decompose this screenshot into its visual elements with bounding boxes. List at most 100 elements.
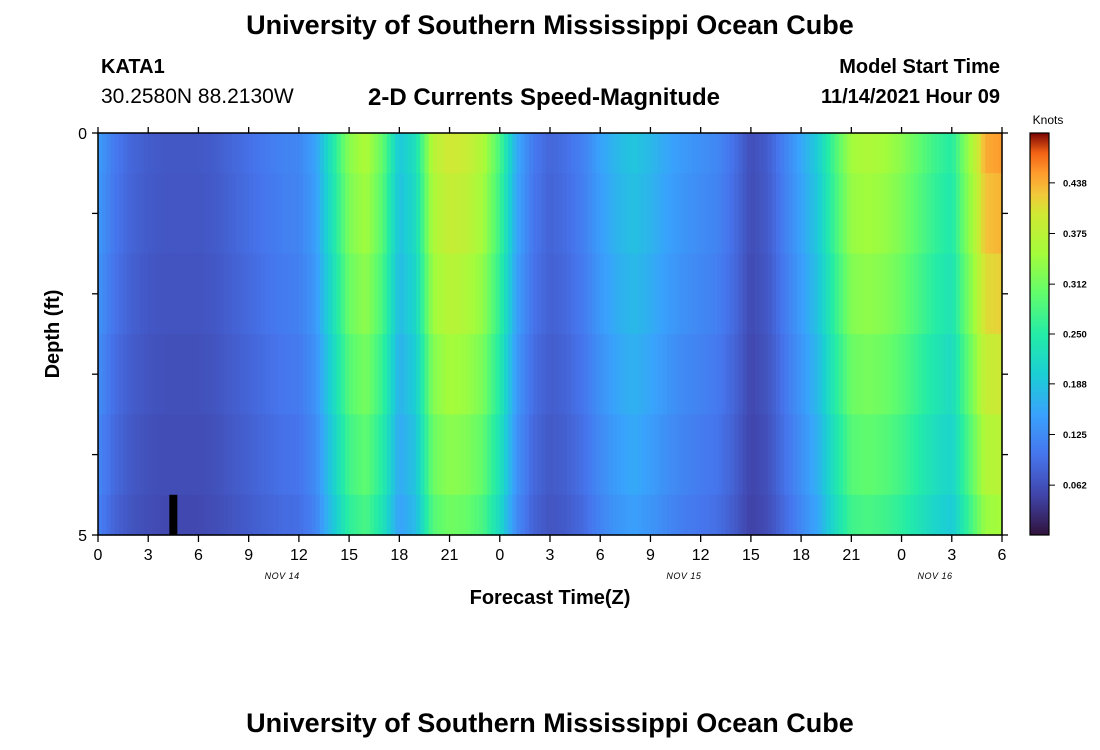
- heatmap-cell: [842, 334, 848, 415]
- heatmap-cell: [236, 334, 241, 415]
- heatmap-cell: [428, 494, 434, 536]
- heatmap-cell: [763, 133, 769, 174]
- heatmap-cell: [922, 414, 928, 496]
- heatmap-cell: [395, 334, 400, 415]
- heatmap-cell: [390, 173, 396, 255]
- heatmap-cell: [319, 173, 325, 255]
- heatmap-cell: [746, 414, 752, 496]
- heatmap-cell: [759, 253, 765, 335]
- heatmap-cell: [805, 414, 811, 496]
- heatmap-cell: [788, 494, 794, 536]
- heatmap-cell: [252, 414, 258, 496]
- heatmap-cell: [152, 173, 158, 255]
- heatmap-cell: [152, 133, 158, 174]
- heatmap-cell: [173, 414, 179, 496]
- heatmap-cell: [704, 494, 710, 536]
- heatmap-cell: [683, 334, 689, 415]
- heatmap-cell: [462, 334, 467, 415]
- heatmap-cell: [922, 334, 928, 415]
- heatmap-cell: [976, 494, 982, 536]
- heatmap-cell: [516, 173, 522, 255]
- heatmap-cell: [696, 253, 702, 335]
- heatmap-cell: [537, 414, 543, 496]
- heatmap-cell: [717, 173, 723, 255]
- heatmap-cell: [750, 173, 756, 255]
- heatmap-cell: [374, 334, 380, 415]
- heatmap-cell: [252, 173, 258, 255]
- heatmap-cell: [319, 494, 325, 536]
- heatmap-cell: [997, 414, 1003, 496]
- heatmap-cell: [529, 173, 534, 255]
- heatmap-cell: [621, 133, 626, 174]
- heatmap-cell: [851, 414, 857, 496]
- heatmap-cell: [457, 133, 463, 174]
- heatmap-cell: [407, 414, 413, 496]
- heatmap-cell: [851, 133, 857, 174]
- heatmap-cell: [750, 414, 756, 496]
- heatmap-cell: [587, 414, 593, 496]
- heatmap-cell: [868, 253, 873, 335]
- heatmap-cell: [951, 334, 957, 415]
- heatmap-cell: [918, 133, 924, 174]
- heatmap-cell: [700, 133, 706, 174]
- heatmap-cell: [575, 334, 580, 415]
- heatmap-cell: [328, 494, 333, 536]
- heatmap-cell: [713, 494, 719, 536]
- heatmap-cell: [202, 173, 208, 255]
- heatmap-cell: [893, 173, 898, 255]
- heatmap-cell: [152, 494, 158, 536]
- heatmap-cell: [658, 173, 664, 255]
- heatmap-cell: [491, 133, 497, 174]
- heatmap-cell: [483, 334, 488, 415]
- heatmap-cell: [315, 253, 321, 335]
- heatmap-cell: [817, 173, 823, 255]
- heatmap-cell: [863, 133, 869, 174]
- heatmap-cell: [123, 414, 128, 496]
- heatmap-cell: [575, 253, 580, 335]
- heatmap-cell: [738, 494, 744, 536]
- heatmap-cell: [437, 414, 442, 496]
- heatmap-cell: [943, 133, 949, 174]
- heatmap-cell: [579, 253, 585, 335]
- heatmap-cell: [144, 173, 149, 255]
- heatmap-cell: [282, 133, 287, 174]
- heatmap-cell: [964, 494, 970, 536]
- heatmap-cell: [566, 133, 572, 174]
- heatmap-cell: [943, 253, 949, 335]
- heatmap-cell: [211, 253, 216, 335]
- x-tick-label: 9: [244, 547, 253, 564]
- heatmap-cell: [742, 494, 748, 536]
- heatmap-cell: [709, 173, 714, 255]
- heatmap-cell: [407, 253, 413, 335]
- heatmap-cell: [612, 173, 618, 255]
- x-axis-label: Forecast Time(Z): [470, 587, 631, 609]
- heatmap-cell: [386, 253, 392, 335]
- heatmap-cell: [575, 173, 580, 255]
- heatmap-cell: [616, 494, 622, 536]
- x-tick-label: 0: [94, 547, 103, 564]
- heatmap-cell: [487, 253, 493, 335]
- heatmap-cell: [696, 494, 702, 536]
- heatmap-cell: [499, 414, 505, 496]
- heatmap-cell: [332, 133, 338, 174]
- heatmap-cell: [290, 494, 296, 536]
- heatmap-cell: [755, 334, 760, 415]
- heatmap-cell: [478, 334, 484, 415]
- heatmap-cell: [960, 334, 965, 415]
- heatmap-cell: [822, 253, 827, 335]
- heatmap-cell: [771, 334, 777, 415]
- heatmap-cell: [495, 133, 501, 174]
- heatmap-cell: [914, 494, 919, 536]
- heatmap-cell: [194, 173, 200, 255]
- heatmap-cell: [231, 334, 237, 415]
- heatmap-cell: [612, 494, 618, 536]
- heatmap-cell: [135, 253, 141, 335]
- heatmap-cell: [411, 334, 417, 415]
- heatmap-cell: [340, 253, 346, 335]
- heatmap-cell: [642, 253, 647, 335]
- heatmap-cell: [319, 133, 325, 174]
- heatmap-cell: [717, 414, 723, 496]
- heatmap-cell: [663, 173, 668, 255]
- heatmap-cell: [173, 334, 179, 415]
- heatmap-cell: [319, 414, 325, 496]
